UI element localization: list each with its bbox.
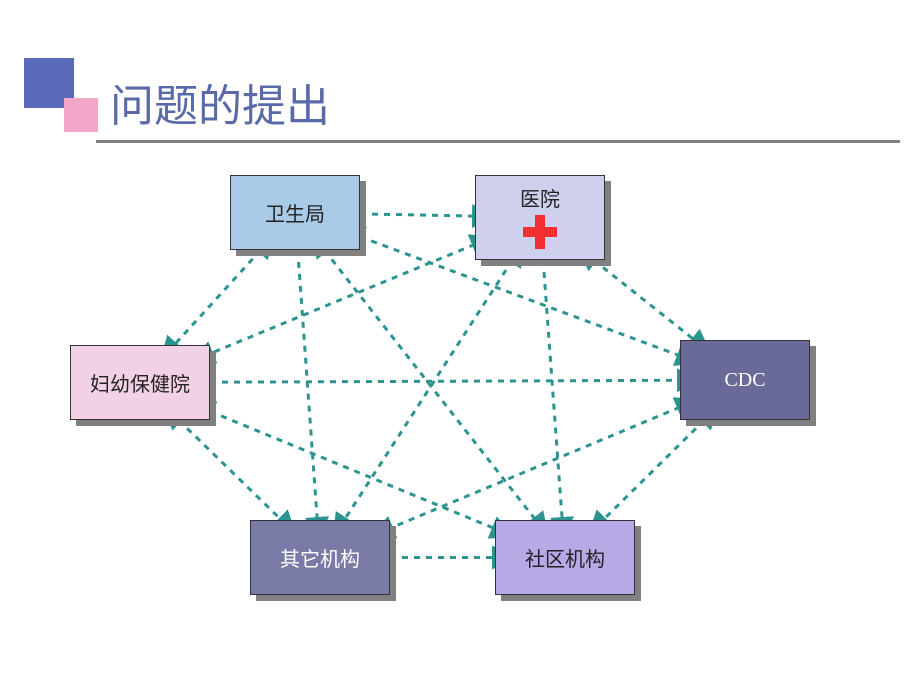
slide-title: 问题的提出 bbox=[110, 70, 330, 134]
node-label-cdc: CDC bbox=[724, 369, 765, 392]
edge-hospital-other bbox=[344, 260, 512, 520]
node-mch: 妇幼保健院 bbox=[70, 345, 210, 420]
node-cdc: CDC bbox=[680, 340, 810, 420]
edge-cdc-community bbox=[603, 420, 704, 520]
edge-hospital-cdc bbox=[594, 260, 695, 340]
edge-mch-cdc bbox=[210, 380, 680, 382]
node-health_bureau: 卫生局 bbox=[230, 175, 360, 250]
node-label-health_bureau: 卫生局 bbox=[265, 198, 325, 227]
title-accent-small bbox=[64, 98, 98, 132]
edge-mch-other bbox=[179, 420, 282, 520]
node-label-other: 其它机构 bbox=[280, 543, 360, 572]
edge-mch-community bbox=[210, 411, 495, 528]
node-label-mch: 妇幼保健院 bbox=[90, 368, 190, 397]
cross-icon bbox=[520, 212, 560, 252]
edge-cdc-other bbox=[390, 407, 680, 528]
node-hospital: 医院 bbox=[475, 175, 605, 260]
node-label-community: 社区机构 bbox=[525, 543, 605, 572]
edge-health_bureau-mch bbox=[174, 250, 261, 345]
node-other: 其它机构 bbox=[250, 520, 390, 595]
edge-health_bureau-hospital bbox=[360, 214, 475, 216]
edge-hospital-mch bbox=[210, 244, 475, 353]
title-underline bbox=[96, 140, 900, 143]
node-community: 社区机构 bbox=[495, 520, 635, 595]
edge-health_bureau-community bbox=[324, 250, 535, 520]
slide: 问题的提出 卫生局 医院妇幼保健院 CDC 其它机构 社区机构 bbox=[0, 0, 920, 690]
edge-hospital-community bbox=[543, 260, 562, 520]
node-label-hospital: 医院 bbox=[520, 183, 560, 212]
edge-health_bureau-other bbox=[298, 250, 318, 520]
